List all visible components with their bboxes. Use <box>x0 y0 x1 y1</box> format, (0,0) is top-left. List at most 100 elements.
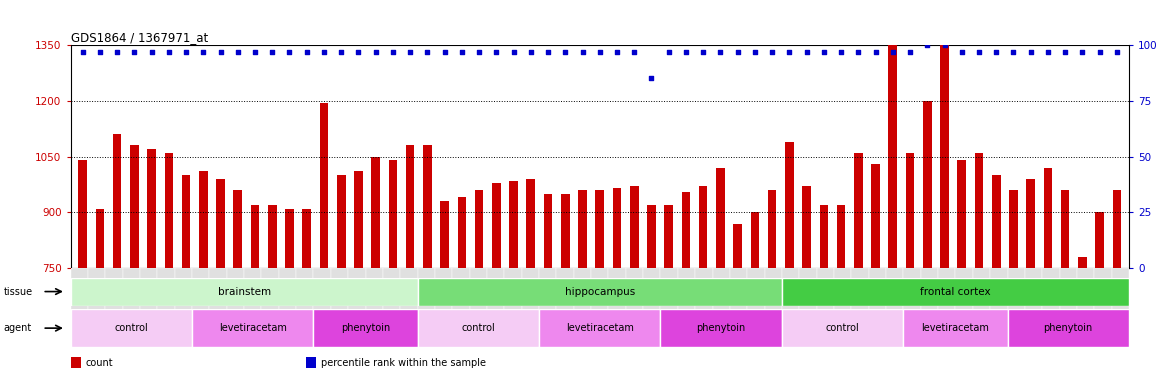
Bar <box>699 186 708 268</box>
Bar <box>1094 268 1111 311</box>
Bar <box>113 134 121 268</box>
Bar <box>122 268 140 311</box>
Text: phenytoin: phenytoin <box>1043 323 1093 333</box>
Bar <box>388 160 397 268</box>
Bar <box>1095 212 1104 268</box>
Text: GDS1864 / 1367971_at: GDS1864 / 1367971_at <box>71 31 208 44</box>
Point <box>935 42 954 48</box>
Bar <box>71 309 192 347</box>
Bar <box>71 268 88 311</box>
Bar <box>854 153 863 268</box>
Point <box>556 49 575 55</box>
Bar <box>608 268 626 311</box>
Bar <box>561 194 569 268</box>
Point <box>746 49 764 55</box>
Bar <box>975 153 983 268</box>
Bar <box>165 153 173 268</box>
Bar <box>79 160 87 268</box>
Bar <box>182 175 191 268</box>
Text: control: control <box>461 323 495 333</box>
Point <box>314 49 333 55</box>
Text: brainstem: brainstem <box>218 286 270 297</box>
Point <box>125 49 143 55</box>
Bar <box>417 278 782 306</box>
Bar <box>695 268 713 311</box>
Text: levetiracetam: levetiracetam <box>922 323 989 333</box>
Point <box>1038 49 1057 55</box>
Point <box>797 49 816 55</box>
Bar <box>268 205 276 268</box>
Bar <box>957 160 965 268</box>
Point <box>280 49 299 55</box>
Point <box>142 49 161 55</box>
Bar <box>296 268 314 311</box>
Bar <box>1027 179 1035 268</box>
Bar <box>383 268 400 311</box>
Bar <box>1042 268 1060 311</box>
Text: levetiracetam: levetiracetam <box>566 323 634 333</box>
Point <box>160 49 179 55</box>
Bar <box>505 268 522 311</box>
Bar <box>71 278 417 306</box>
Point <box>953 49 971 55</box>
Bar <box>140 268 158 311</box>
Bar <box>800 268 816 311</box>
Bar <box>192 309 314 347</box>
Point <box>349 49 368 55</box>
Point <box>883 49 902 55</box>
Bar <box>851 268 869 311</box>
Point <box>246 49 265 55</box>
Bar <box>539 268 556 311</box>
Bar <box>816 268 834 311</box>
Bar <box>595 190 604 268</box>
Bar <box>1060 268 1077 311</box>
Bar <box>209 268 227 311</box>
Point <box>918 42 937 48</box>
Bar <box>1008 268 1024 311</box>
Point <box>987 49 1005 55</box>
Bar <box>487 268 505 311</box>
Bar <box>245 268 261 311</box>
Bar <box>320 103 328 268</box>
Point <box>1004 49 1023 55</box>
Bar <box>106 268 122 311</box>
Bar <box>227 268 245 311</box>
Point <box>831 49 850 55</box>
Bar <box>782 268 800 311</box>
Point <box>780 49 799 55</box>
Bar <box>837 205 846 268</box>
Bar <box>88 268 106 311</box>
Text: count: count <box>86 358 113 368</box>
Point <box>969 49 988 55</box>
Bar <box>869 268 886 311</box>
Bar <box>1043 168 1053 268</box>
Bar <box>400 268 417 311</box>
Bar <box>991 175 1001 268</box>
Bar <box>469 268 487 311</box>
Bar <box>314 309 417 347</box>
Point <box>194 49 213 55</box>
Bar <box>1061 190 1069 268</box>
Bar <box>423 146 432 268</box>
Bar <box>730 268 747 311</box>
Bar <box>354 171 362 268</box>
Bar <box>990 268 1008 311</box>
Bar <box>261 268 279 311</box>
Bar <box>440 201 449 268</box>
Bar <box>768 190 776 268</box>
Bar <box>764 268 782 311</box>
Bar <box>147 149 156 268</box>
Bar <box>131 146 139 268</box>
Bar <box>175 268 192 311</box>
Point <box>624 49 643 55</box>
Text: tissue: tissue <box>4 286 33 297</box>
Bar <box>940 41 949 268</box>
Bar <box>782 278 1129 306</box>
Bar <box>336 175 346 268</box>
Text: phenytoin: phenytoin <box>341 323 390 333</box>
Bar <box>1077 268 1094 311</box>
Bar <box>95 209 105 268</box>
Text: frontal cortex: frontal cortex <box>920 286 990 297</box>
Bar <box>579 190 587 268</box>
Point <box>228 49 247 55</box>
